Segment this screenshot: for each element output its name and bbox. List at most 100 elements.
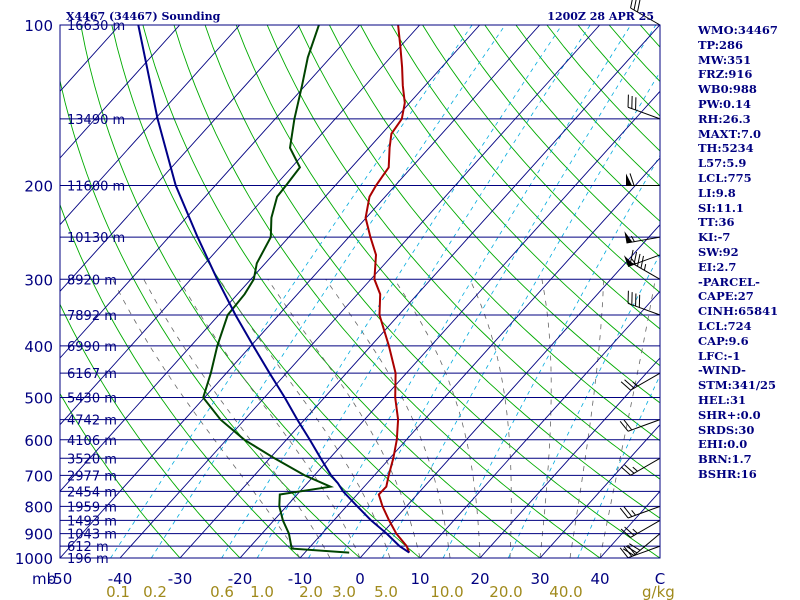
pressure-tick-label: 300 (24, 271, 53, 289)
stability-index: L57:5.9 (698, 156, 747, 171)
plot-frame (59, 24, 661, 559)
stability-index: -PARCEL- (698, 274, 760, 289)
dewpoint-profile (202, 25, 350, 554)
moist-adiabat (394, 279, 481, 558)
stability-index: TP:286 (698, 37, 744, 52)
isobars (60, 24, 660, 559)
stability-index: -WIND- (698, 363, 746, 378)
mixing-ratio-lines (110, 25, 660, 558)
wind-barb-staff (627, 505, 661, 519)
sounding-station-title: X4467 (34467) Sounding (66, 10, 221, 23)
wind-barb-pennant (626, 173, 632, 186)
stability-index: SHR+:0.0 (698, 407, 761, 422)
wind-barb (619, 505, 661, 519)
stability-index: MAXT:7.0 (698, 126, 761, 141)
wind-barb-staff (627, 302, 661, 316)
mixing-ratio-tick-label: 40.0 (549, 583, 582, 600)
mixing-ratio-tick-label: 2.0 (299, 583, 323, 600)
wind-barb-flag (619, 421, 629, 432)
wind-barb-flag (629, 173, 635, 186)
wind-barb-flag (623, 506, 633, 517)
stability-indices-list: WMO:34467 TP:286 MW:351 FRZ:916 WB0:988 PW:0.… (698, 23, 778, 482)
stability-index: RH:26.3 (698, 111, 751, 126)
wind-barb-flag (619, 507, 629, 519)
moist-adiabat (143, 279, 331, 558)
height-label: 1493 m (67, 514, 117, 529)
dry-adiabat (111, 25, 481, 558)
wind-barb (630, 249, 661, 280)
wind-barb-flag (624, 526, 635, 536)
wind-barb-flag (627, 544, 636, 556)
isotherm (60, 25, 181, 159)
wind-barb-flag (620, 528, 631, 538)
height-label: 6167 m (67, 367, 117, 382)
isotherm (60, 25, 241, 226)
temperature-tick-label: 30 (530, 570, 549, 588)
wind-barb-flag (636, 253, 641, 267)
stability-index: BRN:1.7 (698, 452, 752, 467)
wind-barb-half-flag (631, 258, 636, 265)
mixing-ratio-tick-label: 3.0 (332, 583, 356, 600)
stability-index: PW:0.14 (698, 96, 752, 111)
wind-barb-staff (633, 533, 661, 556)
wind-barb-staff (630, 7, 661, 26)
stability-index: LCL:775 (698, 170, 752, 185)
stability-index: MW:351 (698, 52, 752, 67)
mixing-ratio-tick-label: 0.1 (106, 583, 130, 600)
stability-index: EHI:0.0 (698, 437, 748, 452)
wind-barb-half-flag (632, 466, 638, 472)
pressure-tick-label: 600 (24, 432, 53, 450)
height-label: 4106 m (67, 434, 117, 449)
height-label: 4742 m (67, 414, 117, 429)
isotherm (299, 157, 660, 558)
isotherm (479, 357, 660, 558)
moist-adiabat (569, 279, 604, 558)
height-label: 2454 m (67, 485, 117, 500)
wind-barb-half-flag (631, 509, 636, 516)
stability-index: CINH:65841 (698, 304, 779, 319)
wind-barb-flag (619, 547, 629, 559)
isotherm (179, 25, 660, 558)
wind-barbs (619, 0, 661, 559)
temperature-tick-label: 20 (470, 570, 489, 588)
mixing-ratio-tick-label: 1.0 (250, 583, 274, 600)
stability-index: SW:92 (698, 244, 739, 259)
wind-barb (624, 231, 661, 244)
wind-barb (620, 457, 661, 476)
wind-barb-staff (627, 545, 661, 559)
temperature-tick-label: 0 (355, 570, 365, 588)
isotherm (539, 423, 660, 558)
mixing-ratio-tick-label: 0.2 (143, 583, 167, 600)
height-label: 10130 m (67, 231, 125, 246)
mixing-ratio-line (110, 25, 473, 558)
stability-index: CAP:9.6 (698, 333, 749, 348)
wind-barb-flag (633, 251, 638, 265)
wind-barb-half-flag (632, 528, 638, 534)
height-label: 1959 m (67, 500, 117, 515)
wind-barb-flag (640, 255, 644, 269)
stability-index: LCL:724 (698, 318, 752, 333)
stability-index: WB0:988 (698, 82, 757, 97)
pressure-unit-label: mb (32, 570, 56, 588)
wind-barb (619, 544, 661, 559)
wind-barb (627, 94, 661, 120)
height-label: 1043 m (67, 528, 117, 543)
pressure-tick-label: 100 (24, 17, 53, 35)
wind-barb (630, 0, 661, 26)
stability-index: KI:-7 (698, 230, 731, 245)
stability-index: SRDS:30 (698, 422, 755, 437)
pressure-tick-label: 500 (24, 390, 53, 408)
wind-barb-flag (620, 381, 631, 391)
temperature-tick-label: -50 (48, 570, 73, 588)
temperature-tick-label: -20 (228, 570, 253, 588)
isotherms (60, 25, 660, 558)
temperature-unit-label: C (655, 570, 665, 588)
mixing-ratio-unit-label: g/kg (642, 583, 675, 600)
wind-barb-staff (627, 419, 661, 432)
temperature-tick-label: -40 (108, 570, 133, 588)
temperature-tick-label: 40 (590, 570, 609, 588)
wind-barb (627, 290, 661, 316)
height-label: 5430 m (67, 392, 117, 407)
height-label: 196 m (67, 552, 109, 567)
